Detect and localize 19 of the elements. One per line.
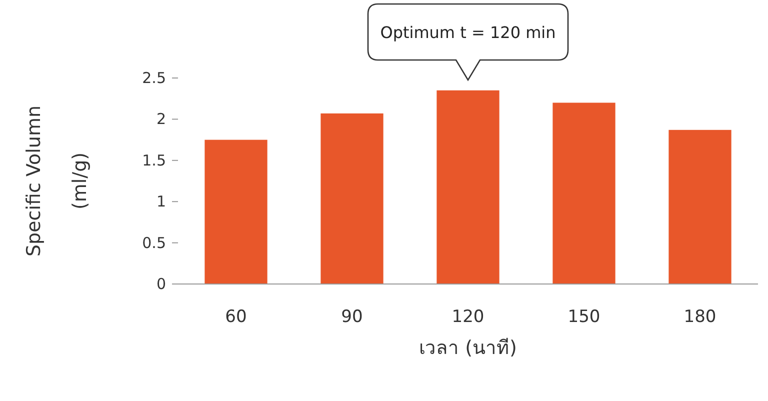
y-tick-label: 2 (156, 110, 166, 128)
x-tick-label: 120 (452, 307, 484, 327)
x-tick-label: 150 (568, 307, 600, 327)
bar (320, 113, 384, 284)
y-tick-label: 1 (156, 192, 166, 211)
bar (204, 140, 268, 284)
x-tick-label: 60 (225, 307, 247, 327)
text: Optimum t = 120 min (380, 23, 556, 42)
bar (436, 90, 500, 284)
y-tick-label: 2.5 (142, 69, 166, 87)
x-tick-label: 180 (684, 307, 716, 327)
y-tick-label: 0 (156, 275, 166, 293)
bar (552, 102, 616, 284)
y-tick-label: 1.5 (142, 151, 166, 170)
bar (668, 130, 732, 284)
text: Specific Volumn (ml/g) (23, 105, 91, 257)
x-axis-title: เวลา (นาที) (419, 337, 517, 359)
y-tick-label: 0.5 (142, 234, 166, 252)
x-tick-label: 90 (341, 307, 363, 327)
